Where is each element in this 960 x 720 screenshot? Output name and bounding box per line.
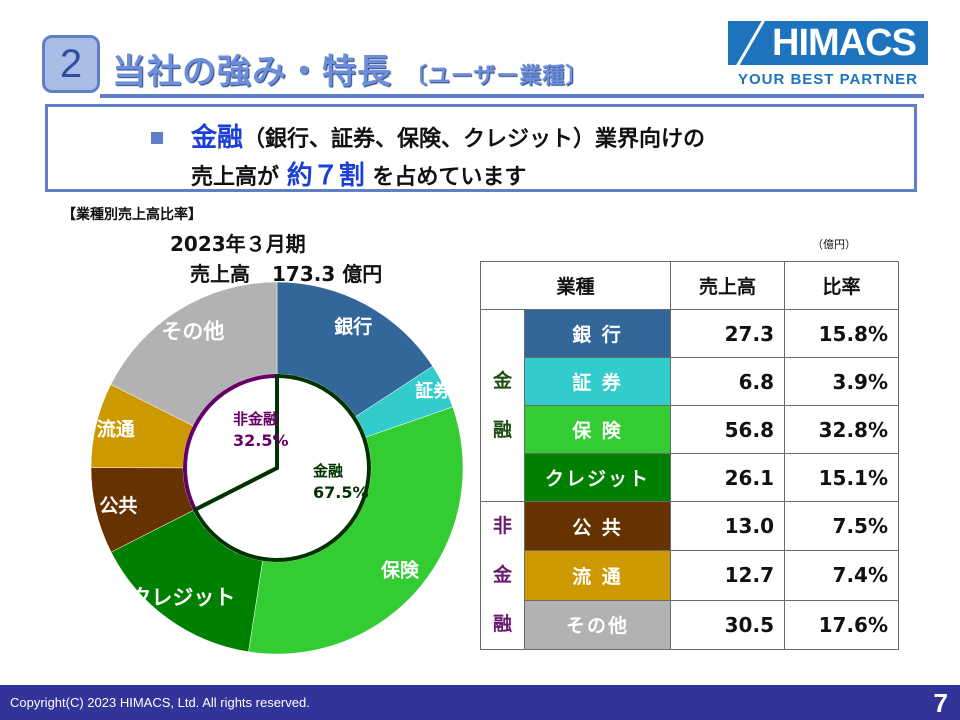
donut-inner-labels: 金融 67.5% 非金融 32.5% — [233, 410, 369, 502]
page-title: 当社の強み・特長 〔ユーザー業種〕 — [112, 44, 588, 93]
logo-tagline: YOUR BEST PARTNER — [737, 71, 919, 88]
table-row: 流 通 12.7 7.4% — [481, 550, 899, 601]
ratio-cell: 17.6% — [784, 599, 899, 651]
table-row: 金融銀 行 27.3 15.8% — [480, 309, 899, 502]
chart-period: 2023年３月期 — [170, 232, 306, 256]
footer-bar: Copyright(C) 2023 HIMACS, Ltd. All right… — [0, 685, 960, 720]
sales-table: 業種 売上高 比率 金融銀 行 27.3 15.8% 証 券 6.8 3.9% 保 険 56.… — [480, 261, 899, 651]
title-underline — [100, 94, 924, 98]
donut-slices — [90, 281, 464, 655]
header-industry: 業種 — [480, 261, 671, 310]
table-row: 非金融公 共 13.0 7.5% — [480, 500, 899, 650]
category-cell: その他 — [524, 599, 671, 651]
message-line2-suffix: を占めています — [372, 165, 527, 190]
inner-group-value: 32.5% — [233, 431, 289, 450]
key-message-line-1: 金融（銀行、証券、保険、クレジット）業界向けの — [191, 117, 705, 154]
ratio-cell: 7.5% — [784, 500, 899, 552]
page-title-sub: 〔ユーザー業種〕 — [404, 64, 589, 89]
inner-wedge-non-finance — [183, 373, 279, 513]
table-row: クレジット 26.1 15.1% — [481, 453, 899, 502]
sales-cell: 13.0 — [670, 500, 785, 552]
page-number: 7 — [933, 688, 948, 718]
copyright-text: Copyright(C) 2023 HIMACS, Ltd. All right… — [10, 695, 310, 710]
ratio-cell: 15.1% — [784, 453, 899, 502]
table-row: その他 30.5 17.6% — [481, 599, 899, 651]
group-finance: 金融 — [480, 309, 525, 502]
header-ratio: 比率 — [784, 261, 899, 310]
square-bullet-icon — [151, 132, 163, 144]
company-logo: HIMACS — [728, 21, 928, 65]
sales-cell: 12.7 — [670, 550, 785, 601]
chart-total-sales: 売上高 173.3 億円 — [190, 258, 382, 287]
inner-group-value: 67.5% — [313, 483, 369, 502]
table-row: 保 険 56.8 32.8% — [481, 405, 899, 454]
group-label-char: 金 — [492, 564, 512, 586]
page-title-main: 当社の強み・特長 — [112, 52, 392, 92]
slice-label: クレジット — [130, 586, 235, 610]
group-label-char: 非 — [492, 515, 512, 537]
slice-label: 銀行 — [334, 315, 372, 338]
sales-cell: 27.3 — [670, 309, 785, 358]
table-row: 証 券 6.8 3.9% — [481, 357, 899, 406]
inner-wedge-finance — [192, 373, 371, 562]
category-cell: 公 共 — [524, 500, 671, 552]
category-cell: 流 通 — [524, 550, 671, 601]
key-message-box: 金融（銀行、証券、保険、クレジット）業界向けの 売上高が 約７割 を占めています — [45, 104, 917, 192]
message-line1-text: （銀行、証券、保険、クレジット）業界向けの — [243, 127, 706, 152]
category-cell: 保 険 — [524, 405, 671, 454]
ratio-cell: 7.4% — [784, 550, 899, 601]
logo-text: HIMACS — [772, 21, 917, 64]
table-unit: （億円） — [812, 238, 856, 251]
highlight-finance: 金融 — [191, 123, 244, 153]
group-label-char: 融 — [492, 418, 512, 441]
group-label-char: 金 — [492, 369, 512, 392]
group-non-finance: 非金融 — [480, 501, 525, 650]
total-sales-value: 173.3 億円 — [272, 262, 383, 286]
inner-group-label: 金融 — [312, 462, 343, 480]
sales-cell: 56.8 — [670, 405, 785, 454]
inner-group-label: 非金融 — [233, 410, 278, 428]
ratio-cell: 32.8% — [784, 405, 899, 454]
sales-cell: 6.8 — [670, 357, 785, 406]
group-label-char: 融 — [492, 613, 512, 635]
ratio-cell: 3.9% — [784, 357, 899, 406]
donut-inner-groups — [183, 373, 371, 562]
section-number-badge: 2 — [42, 35, 100, 93]
category-cell: 証 券 — [524, 357, 671, 406]
header-sales: 売上高 — [670, 261, 785, 310]
total-sales-label: 売上高 — [190, 262, 250, 286]
chart-title: 【業種別売上高比率】 — [62, 207, 202, 223]
table-header-row: 業種 売上高 比率 — [480, 261, 899, 310]
key-message-line-2: 売上高が 約７割 を占めています — [191, 155, 526, 192]
slice-label: 保険 — [380, 559, 420, 582]
message-line2-prefix: 売上高が — [191, 165, 280, 190]
slice-label: 流通 — [97, 418, 136, 441]
category-cell: クレジット — [524, 453, 671, 502]
sales-cell: 30.5 — [670, 599, 785, 651]
ratio-cell: 15.8% — [784, 309, 899, 358]
slice-label: その他 — [161, 320, 224, 344]
highlight-70-percent: 約７割 — [286, 161, 365, 191]
category-cell: 銀 行 — [524, 309, 671, 358]
slice-label: 公共 — [99, 495, 137, 517]
sales-cell: 26.1 — [670, 453, 785, 502]
slice-label: 証券 — [415, 380, 452, 402]
